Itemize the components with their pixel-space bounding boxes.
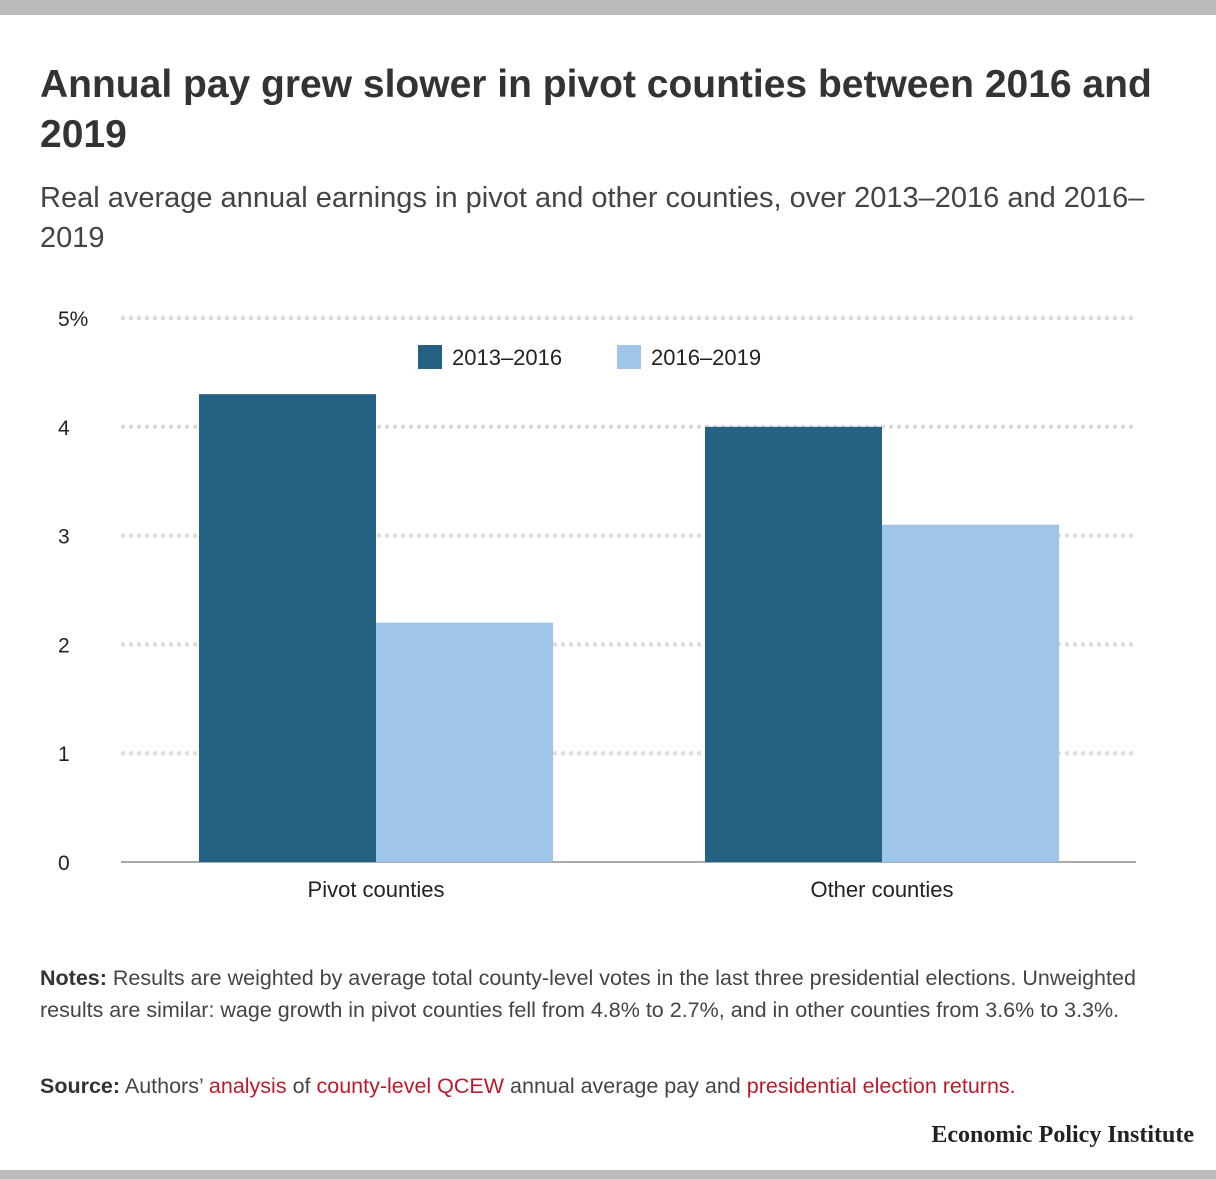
- analysis-link[interactable]: analysis: [208, 1074, 287, 1098]
- x-category-label: Pivot counties: [308, 877, 445, 902]
- y-tick-label: 1: [58, 743, 70, 766]
- source-text: Authors’: [120, 1074, 209, 1098]
- source-text: annual average pay and: [504, 1074, 747, 1098]
- epi-logo: Economic Policy Institute: [931, 1122, 1194, 1148]
- y-tick-label: 2: [58, 634, 70, 657]
- bar-pivot-0: [199, 394, 376, 862]
- y-tick-label: 3: [58, 526, 70, 549]
- bar-other-0: [705, 426, 882, 862]
- source-text: of: [286, 1074, 317, 1098]
- notes-text: Results are weighted by average total co…: [40, 966, 1136, 1022]
- legend-label-2013-2016: 2013–2016: [452, 345, 562, 370]
- notes: Notes: Results are weighted by average t…: [40, 962, 1190, 1026]
- y-tick-label: 0: [58, 852, 70, 875]
- legend-label-2016-2019: 2016–2019: [651, 345, 761, 370]
- notes-label: Notes:: [40, 966, 107, 990]
- qcew-link[interactable]: county-level QCEW: [316, 1074, 505, 1098]
- chart-subtitle: Real average annual earnings in pivot an…: [40, 182, 1145, 254]
- bar-pivot-1: [376, 622, 553, 862]
- legend-swatch-2016-2019: [617, 345, 641, 369]
- source: Source: Authors’ analysis of county-leve…: [40, 1070, 1190, 1102]
- bottom-border: [0, 1170, 1216, 1179]
- source-label: Source:: [40, 1074, 121, 1098]
- bar-other-1: [882, 524, 1059, 862]
- y-tick-label: 5%: [58, 308, 88, 331]
- top-border: [0, 0, 1216, 15]
- legend-swatch-2013-2016: [418, 345, 442, 369]
- chart-title: Annual pay grew slower in pivot counties…: [40, 63, 1152, 156]
- y-tick-label: 4: [58, 417, 70, 440]
- election-returns-link[interactable]: presidential election returns.: [746, 1074, 1016, 1098]
- x-category-label: Other counties: [810, 877, 953, 902]
